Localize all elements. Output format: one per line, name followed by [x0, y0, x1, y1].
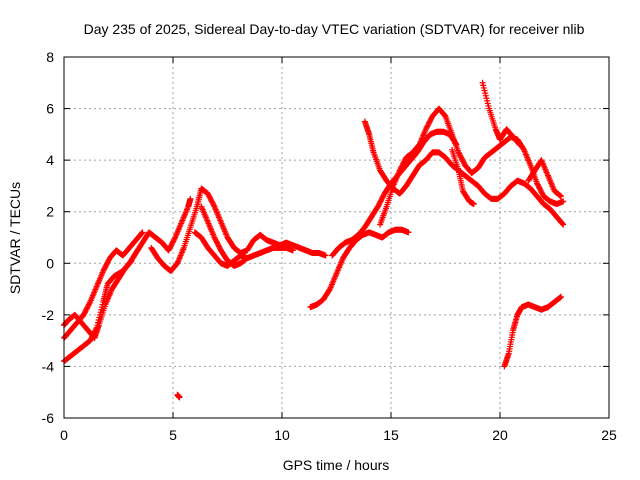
- data-point: [244, 255, 251, 262]
- x-tick-label: 25: [601, 427, 617, 443]
- x-axis-title: GPS time / hours: [283, 457, 390, 473]
- series-trace-f: [191, 229, 251, 269]
- y-tick-label: -4: [42, 358, 55, 374]
- data-point: [515, 140, 522, 147]
- y-tick-label: 8: [46, 49, 54, 65]
- data-point: [187, 195, 194, 202]
- series-trace-b: [61, 229, 146, 342]
- series-trace-i: [361, 118, 567, 228]
- x-tick-label: 20: [492, 427, 508, 443]
- data-point: [558, 193, 565, 200]
- data-point: [560, 221, 567, 228]
- y-tick-label: 4: [46, 152, 54, 168]
- data-point: [210, 202, 217, 209]
- data-point: [405, 229, 412, 236]
- data-point: [516, 141, 523, 148]
- data-point: [138, 230, 145, 237]
- data-point: [559, 220, 566, 227]
- data-point: [139, 229, 146, 236]
- data-point: [470, 200, 477, 207]
- plot-frame: [63, 56, 610, 419]
- y-tick-label: 0: [46, 255, 54, 271]
- data-point: [176, 394, 183, 401]
- series-trace-g: [307, 226, 412, 311]
- series-trace-j: [377, 105, 567, 228]
- series-trace-k: [449, 146, 477, 207]
- data-point: [127, 258, 134, 265]
- x-tick-label: 10: [274, 427, 290, 443]
- data-point: [322, 252, 329, 259]
- data-marks: [61, 79, 567, 401]
- axis-ticks: 0 5 10 15 20 25 -6 -4 -2 0 2 4 6 8: [42, 49, 617, 443]
- x-tick-label: 5: [169, 427, 177, 443]
- series-trace-c: [61, 257, 135, 342]
- data-point: [289, 247, 296, 254]
- y-tick-label: -6: [42, 410, 55, 426]
- series-trace-l: [479, 79, 523, 148]
- x-tick-label: 0: [60, 427, 68, 443]
- data-point: [128, 257, 135, 264]
- series-trace-h: [329, 128, 460, 259]
- series-trace-n: [501, 293, 565, 370]
- data-point: [171, 235, 178, 242]
- series-trace-a: [61, 195, 194, 365]
- x-tick-label: 15: [383, 427, 399, 443]
- y-tick-label: 2: [46, 204, 54, 220]
- data-point: [560, 198, 567, 205]
- y-axis-title: SDTVAR / TECUs: [7, 182, 23, 294]
- series-trace-m: [525, 157, 565, 200]
- chart-title: Day 235 of 2025, Sidereal Day-to-day VTE…: [84, 21, 585, 37]
- series-outlier: [174, 391, 183, 401]
- data-point: [558, 293, 565, 300]
- data-point: [86, 300, 93, 307]
- series-trace-d: [148, 185, 329, 275]
- y-tick-label: -2: [42, 307, 55, 323]
- grid-lines: [64, 57, 609, 418]
- y-tick-label: 6: [46, 101, 54, 117]
